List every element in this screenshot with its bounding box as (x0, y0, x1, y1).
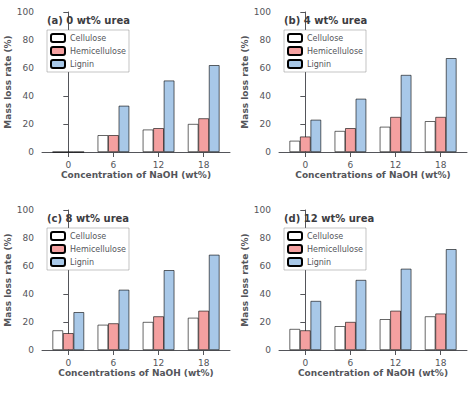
svg-text:80: 80 (23, 233, 35, 243)
svg-text:6: 6 (111, 358, 117, 368)
svg-text:Mass loss rate (%): Mass loss rate (%) (240, 35, 250, 128)
svg-text:12: 12 (390, 358, 401, 368)
svg-text:Hemicellulose: Hemicellulose (70, 47, 126, 56)
svg-text:20: 20 (260, 317, 272, 327)
svg-text:(a) 0 wt% urea: (a) 0 wt% urea (47, 15, 130, 26)
svg-text:0: 0 (302, 160, 308, 170)
svg-text:18: 18 (198, 358, 210, 368)
svg-text:20: 20 (260, 119, 272, 129)
svg-text:Concentration of NaOH (wt%): Concentration of NaOH (wt%) (61, 170, 211, 180)
svg-text:Lignin: Lignin (307, 258, 331, 267)
svg-text:60: 60 (23, 261, 35, 271)
svg-text:Concentrations of NaOH (wt%): Concentrations of NaOH (wt%) (295, 170, 450, 180)
svg-text:Lignin: Lignin (70, 60, 94, 69)
svg-text:0: 0 (265, 147, 271, 157)
svg-text:80: 80 (260, 35, 272, 45)
svg-text:6: 6 (111, 160, 117, 170)
svg-text:80: 80 (23, 35, 35, 45)
svg-text:Mass loss rate (%): Mass loss rate (%) (3, 233, 13, 326)
svg-text:20: 20 (23, 119, 35, 129)
svg-text:(c) 8 wt% urea: (c) 8 wt% urea (47, 213, 129, 224)
svg-text:100: 100 (17, 205, 34, 215)
svg-text:Hemicellulose: Hemicellulose (307, 245, 363, 254)
svg-text:Hemicellulose: Hemicellulose (307, 47, 363, 56)
svg-text:6: 6 (348, 160, 354, 170)
svg-text:18: 18 (435, 160, 447, 170)
svg-text:40: 40 (23, 91, 35, 101)
svg-text:60: 60 (23, 63, 35, 73)
svg-text:0: 0 (28, 345, 34, 355)
svg-text:Cellulose: Cellulose (70, 232, 106, 241)
svg-text:(d) 12 wt% urea: (d) 12 wt% urea (284, 213, 374, 224)
svg-text:40: 40 (260, 289, 272, 299)
svg-text:(b) 4 wt% urea: (b) 4 wt% urea (284, 15, 367, 26)
svg-text:0: 0 (265, 345, 271, 355)
svg-text:18: 18 (198, 160, 210, 170)
svg-text:Cellulose: Cellulose (307, 232, 343, 241)
svg-text:12: 12 (153, 358, 164, 368)
svg-text:80: 80 (260, 233, 272, 243)
svg-text:20: 20 (23, 317, 35, 327)
svg-text:40: 40 (260, 91, 272, 101)
svg-text:100: 100 (254, 205, 271, 215)
svg-text:0: 0 (65, 358, 71, 368)
svg-text:40: 40 (23, 289, 35, 299)
svg-text:60: 60 (260, 63, 272, 73)
svg-text:Hemicellulose: Hemicellulose (70, 245, 126, 254)
svg-text:12: 12 (390, 160, 401, 170)
svg-text:0: 0 (65, 160, 71, 170)
svg-text:0: 0 (28, 147, 34, 157)
svg-text:12: 12 (153, 160, 164, 170)
svg-text:Mass loss rate (%): Mass loss rate (%) (240, 233, 250, 326)
svg-text:Cellulose: Cellulose (70, 34, 106, 43)
svg-text:100: 100 (17, 7, 34, 17)
svg-text:60: 60 (260, 261, 272, 271)
svg-text:Concentrations of NaOH (wt%): Concentrations of NaOH (wt%) (58, 368, 213, 378)
svg-text:6: 6 (348, 358, 354, 368)
svg-text:Mass loss rate (%): Mass loss rate (%) (3, 35, 13, 128)
svg-text:Lignin: Lignin (307, 60, 331, 69)
svg-text:0: 0 (302, 358, 308, 368)
svg-text:100: 100 (254, 7, 271, 17)
svg-text:18: 18 (435, 358, 447, 368)
svg-text:Concentration of NaOH (wt%): Concentration of NaOH (wt%) (298, 368, 448, 378)
svg-text:Cellulose: Cellulose (307, 34, 343, 43)
svg-text:Lignin: Lignin (70, 258, 94, 267)
